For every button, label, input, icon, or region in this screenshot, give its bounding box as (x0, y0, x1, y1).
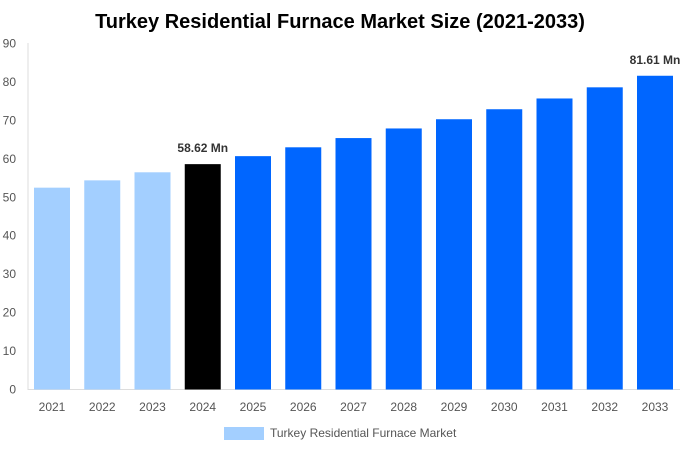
y-tick-label: 10 (3, 344, 17, 358)
y-tick-label: 20 (3, 306, 17, 320)
bar-2022[interactable] (84, 180, 121, 390)
y-tick-label: 60 (3, 152, 17, 166)
bar-2028[interactable] (385, 128, 422, 390)
bar-2031[interactable] (536, 98, 573, 390)
x-tick-label: 2032 (591, 400, 618, 414)
x-tick-label: 2023 (139, 400, 166, 414)
bar-2030[interactable] (486, 109, 523, 390)
x-tick-label: 2031 (541, 400, 568, 414)
bar-2025[interactable] (235, 156, 271, 390)
y-tick-label: 90 (3, 37, 17, 51)
y-tick-label: 80 (3, 75, 17, 89)
x-tick-label: 2033 (642, 400, 669, 414)
bar-2021[interactable] (34, 187, 70, 390)
bar-2027[interactable] (335, 138, 372, 390)
y-tick-label: 40 (3, 229, 17, 243)
legend-label[interactable]: Turkey Residential Furnace Market (270, 426, 457, 440)
bar-2029[interactable] (436, 119, 472, 390)
y-tick-label: 0 (9, 383, 16, 397)
y-tick-label: 50 (3, 190, 17, 204)
bar-2026[interactable] (285, 147, 322, 390)
x-tick-label: 2022 (89, 400, 116, 414)
y-tick-label: 70 (3, 113, 17, 127)
bar-2033[interactable] (637, 75, 673, 390)
x-tick-label: 2026 (290, 400, 317, 414)
bar-2023[interactable] (134, 172, 171, 390)
bar-2024[interactable] (184, 164, 221, 390)
y-tick-label: 30 (3, 267, 17, 281)
x-tick-label: 2030 (491, 400, 518, 414)
chart-title: Turkey Residential Furnace Market Size (… (95, 11, 585, 33)
x-tick-label: 2028 (390, 400, 417, 414)
data-label: 58.62 Mn (177, 141, 228, 155)
legend-swatch[interactable] (224, 427, 264, 440)
x-tick-label: 2027 (340, 400, 367, 414)
x-tick-label: 2029 (441, 400, 468, 414)
data-label: 81.61 Mn (630, 53, 680, 67)
x-tick-label: 2025 (240, 400, 267, 414)
bar-2032[interactable] (586, 87, 623, 390)
x-tick-label: 2024 (189, 400, 216, 414)
x-tick-label: 2021 (39, 400, 66, 414)
